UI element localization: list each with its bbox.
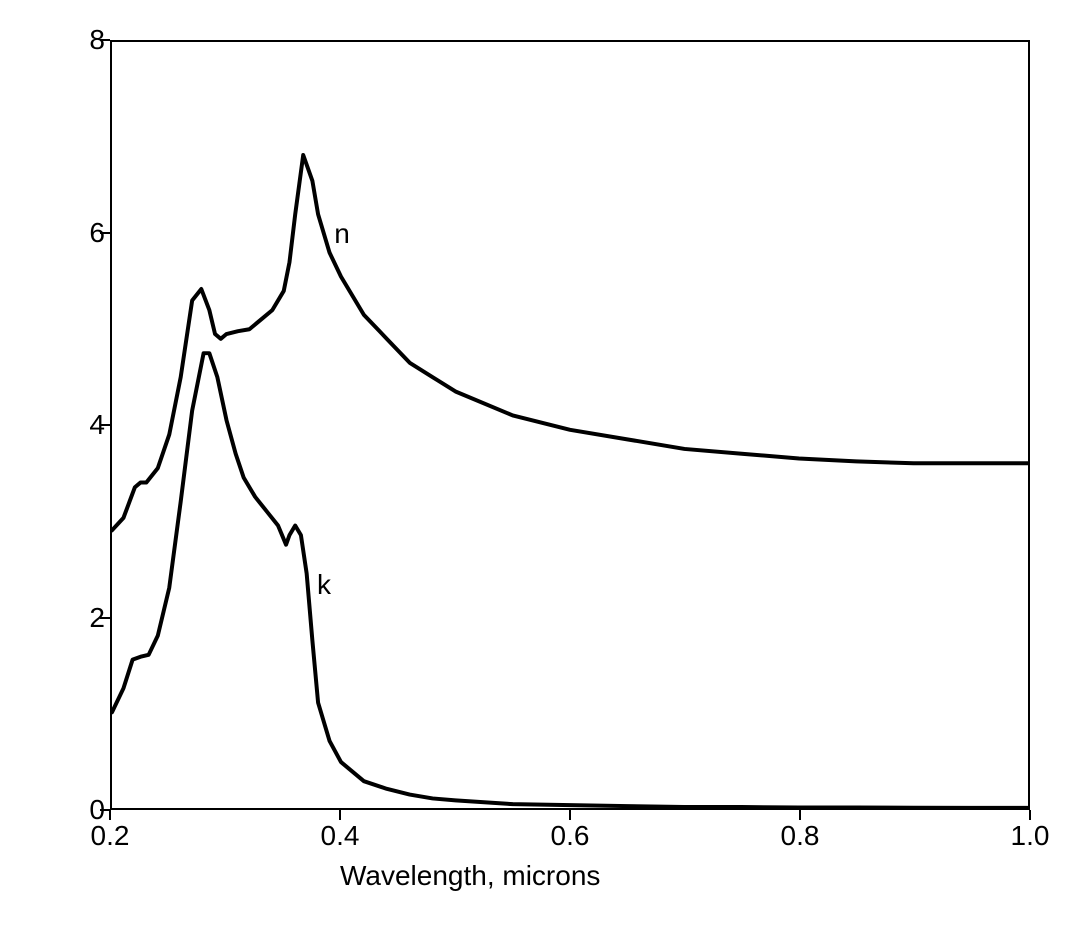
x-axis-label: Wavelength, microns xyxy=(340,860,600,892)
series-n-label: n xyxy=(334,218,350,250)
curves-svg xyxy=(112,42,1028,808)
x-tick-label: 0.2 xyxy=(91,820,130,852)
x-tick xyxy=(799,810,801,820)
x-tick xyxy=(1029,810,1031,820)
x-tick-label: 0.6 xyxy=(551,820,590,852)
x-tick-label: 0.8 xyxy=(781,820,820,852)
series-k-line xyxy=(112,353,1028,808)
x-tick xyxy=(109,810,111,820)
x-tick xyxy=(569,810,571,820)
y-tick-label: 8 xyxy=(89,24,105,56)
chart-container: 02468 0.20.40.60.81.0 Wavelength, micron… xyxy=(40,20,1040,900)
x-tick-label: 0.4 xyxy=(321,820,360,852)
x-tick xyxy=(339,810,341,820)
series-n-line xyxy=(112,155,1028,530)
x-tick-label: 1.0 xyxy=(1011,820,1050,852)
y-tick-label: 2 xyxy=(89,602,105,634)
plot-area xyxy=(110,40,1030,810)
series-k-label: k xyxy=(317,569,331,601)
y-tick-label: 4 xyxy=(89,409,105,441)
y-tick-label: 6 xyxy=(89,217,105,249)
